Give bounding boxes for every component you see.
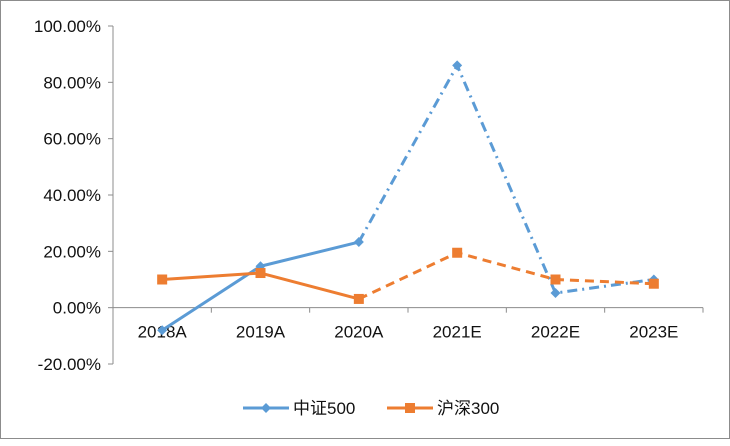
x-tick-label: 2023E	[629, 323, 678, 342]
x-tick-label: 2019A	[236, 323, 286, 342]
y-tick-label: -20.00%	[38, 355, 101, 374]
legend-label: 中证500	[293, 399, 355, 418]
data-point-marker	[255, 268, 266, 279]
data-point-marker	[550, 274, 561, 285]
legend-label: 沪深300	[437, 399, 499, 418]
series-hs300	[157, 247, 659, 304]
data-point-marker	[157, 274, 168, 285]
x-tick-label: 2020A	[334, 323, 384, 342]
series-line-forecast	[357, 63, 655, 295]
y-tick-label: 0.00%	[53, 299, 101, 318]
series-line-forecast	[358, 251, 654, 301]
y-tick-label: 100.00%	[34, 17, 101, 36]
legend-item: 中证500	[243, 399, 355, 418]
data-point-marker	[353, 237, 364, 248]
legend-item: 沪深300	[387, 399, 499, 418]
data-point-marker	[452, 247, 463, 258]
data-point-marker	[648, 278, 659, 289]
y-tick-label: 80.00%	[43, 73, 101, 92]
data-point-marker	[157, 325, 168, 336]
data-point-marker	[550, 288, 561, 299]
y-tick-label: 40.00%	[43, 186, 101, 205]
legend-marker	[405, 403, 415, 413]
data-point-marker	[353, 293, 364, 304]
y-tick-label: 20.00%	[43, 242, 101, 261]
y-tick-label: 60.00%	[43, 130, 101, 149]
legend-marker	[261, 403, 271, 413]
data-point-marker	[452, 60, 463, 71]
x-tick-label: 2021E	[433, 323, 482, 342]
x-tick-label: 2022E	[531, 323, 580, 342]
